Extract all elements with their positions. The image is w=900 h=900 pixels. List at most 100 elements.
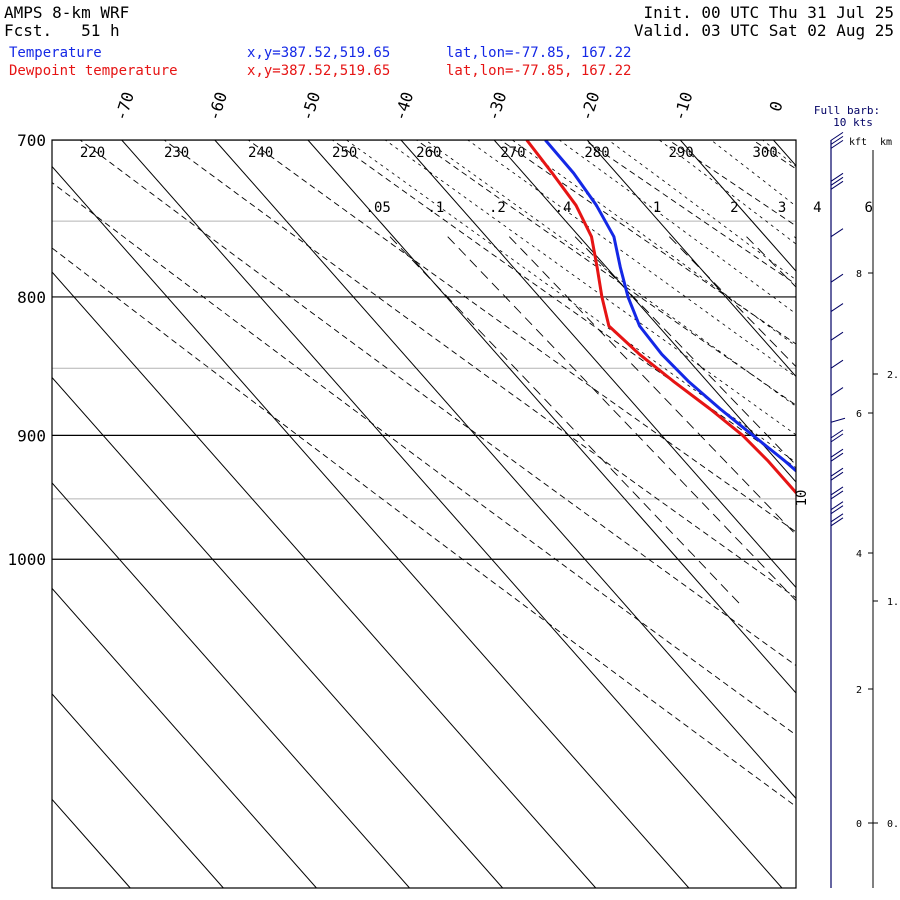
- moist-adiabat: [843, 123, 900, 611]
- wind-barb-flag: [830, 429, 844, 439]
- wind-barb: [830, 303, 844, 312]
- mixing-ratio-line: [794, 236, 796, 239]
- isotherm: [121, 140, 783, 888]
- wind-barb: [830, 429, 844, 443]
- isotherm: [679, 140, 796, 272]
- wind-barb-flag: [830, 505, 844, 515]
- moist-adiabat: [891, 123, 900, 611]
- mixing-ratio-label: 1: [653, 200, 661, 216]
- moist-adiabat: [511, 140, 796, 347]
- mixing-ratio-line: [668, 236, 796, 368]
- isotherm: [52, 271, 597, 888]
- wind-barb: [830, 486, 844, 500]
- wind-barb-flag: [830, 331, 844, 341]
- theta-label: 300: [752, 145, 777, 161]
- moist-adiabat: [793, 123, 900, 611]
- kft-tick-label: 0: [856, 819, 862, 830]
- mixing-ratio-line: [746, 236, 796, 288]
- wind-barb: [830, 172, 844, 190]
- wind-barb: [830, 273, 844, 283]
- wind-barb-flag: [830, 359, 844, 369]
- km-label: km: [880, 137, 892, 148]
- barb-legend-line1: Full barb:: [814, 104, 880, 117]
- mixing-ratio-label: 3: [778, 200, 786, 216]
- wind-barb-flag: [830, 387, 844, 396]
- pressure-tick-label: 900: [17, 426, 46, 445]
- temperature-legend-latlon: lat,lon=-77.85, 167.22: [446, 45, 632, 61]
- mixing-ratio-label: 6: [864, 200, 872, 216]
- temperature-tick-label: -10: [670, 90, 697, 123]
- dry-adiabat: [52, 181, 796, 736]
- wind-barb: [830, 387, 844, 396]
- wind-barb-flag: [830, 467, 844, 477]
- mixing-ratio-label: 4: [813, 200, 821, 216]
- wind-barb-flag: [830, 228, 844, 238]
- wind-barb-flag: [830, 501, 844, 511]
- dewpoint-legend-label: Dewpoint temperature: [9, 63, 178, 79]
- mixing-ratio-label: .1: [427, 200, 444, 216]
- dry-adiabat: [331, 140, 796, 469]
- dry-adiabat: [667, 140, 796, 227]
- mixing-ratio-line: [881, 237, 900, 606]
- dry-adiabat: [163, 140, 796, 599]
- moist-adiabat: [710, 140, 796, 207]
- plot-frame: [51, 139, 797, 889]
- wind-barb-flag: [830, 172, 844, 182]
- mixing-ratio-label: .05: [366, 200, 391, 216]
- dry-adiabat: [415, 140, 796, 406]
- mixing-ratio-label: 2: [730, 200, 738, 216]
- temperature-tick-label: -20: [576, 90, 603, 123]
- wind-barb-flag: [830, 131, 844, 141]
- dry-adiabat: [247, 140, 796, 533]
- wind-barb-flag: [830, 448, 844, 458]
- wind-barb: [830, 228, 844, 238]
- dewpoint-legend-xy: x,y=387.52,519.65: [247, 63, 391, 79]
- theta-label: 220: [80, 145, 105, 161]
- isotherm: [586, 140, 796, 378]
- km-tick-label: 0.: [887, 819, 899, 830]
- isotherm: [52, 693, 224, 888]
- isotherm: [52, 165, 690, 888]
- theta-label: 230: [164, 145, 189, 161]
- wind-barb: [830, 331, 844, 341]
- dry-adiabat: [890, 120, 900, 900]
- mixing-ratio-line: [508, 236, 796, 536]
- theta-label: 290: [668, 145, 693, 161]
- wind-barb-flag: [830, 135, 844, 145]
- wind-barb-flag: [830, 273, 844, 283]
- init-time: Init. 00 UTC Thu 31 Jul 25: [643, 3, 894, 22]
- dewpoint-legend-latlon: lat,lon=-77.85, 167.22: [446, 63, 632, 79]
- temperature-tick-label: 0: [766, 99, 787, 114]
- wind-barb: [830, 467, 844, 481]
- dry-adiabat: [807, 120, 900, 900]
- wind-barb-flag: [830, 139, 844, 149]
- isotherm: [52, 587, 317, 888]
- temperature-tick-label: -30: [483, 90, 510, 123]
- wind-barb-flag: [830, 452, 844, 462]
- moist-adiabat: [467, 140, 796, 378]
- temperature-legend-label: Temperature: [9, 45, 102, 61]
- wind-barb-flag: [830, 490, 844, 500]
- moist-adiabat: [424, 140, 796, 407]
- mixing-ratio-line: [447, 236, 796, 602]
- isotherm: [400, 140, 796, 589]
- model-title: AMPS 8-km WRF: [4, 3, 130, 22]
- km-tick-label: 1.: [887, 597, 899, 608]
- moist-adiabat: [384, 140, 796, 436]
- isotherm: [52, 798, 131, 888]
- isotherm: [307, 140, 796, 694]
- theta-label: 280: [584, 145, 609, 161]
- temperature-legend-xy: x,y=387.52,519.65: [247, 45, 391, 61]
- valid-time: Valid. 03 UTC Sat 02 Aug 25: [633, 21, 894, 40]
- pressure-tick-label: 1000: [7, 550, 46, 569]
- dry-adiabat: [79, 140, 796, 667]
- isotherm: [52, 376, 504, 888]
- kft-tick-label: 2: [856, 685, 862, 696]
- dewpoint-profile: [525, 140, 796, 495]
- pressure-tick-label: 700: [17, 131, 46, 150]
- theta-label: 250: [332, 145, 357, 161]
- wind-barb-flag: [830, 180, 844, 190]
- wind-barb: [830, 417, 846, 423]
- dry-adiabat: [583, 140, 796, 285]
- wind-barb-flag: [830, 303, 844, 312]
